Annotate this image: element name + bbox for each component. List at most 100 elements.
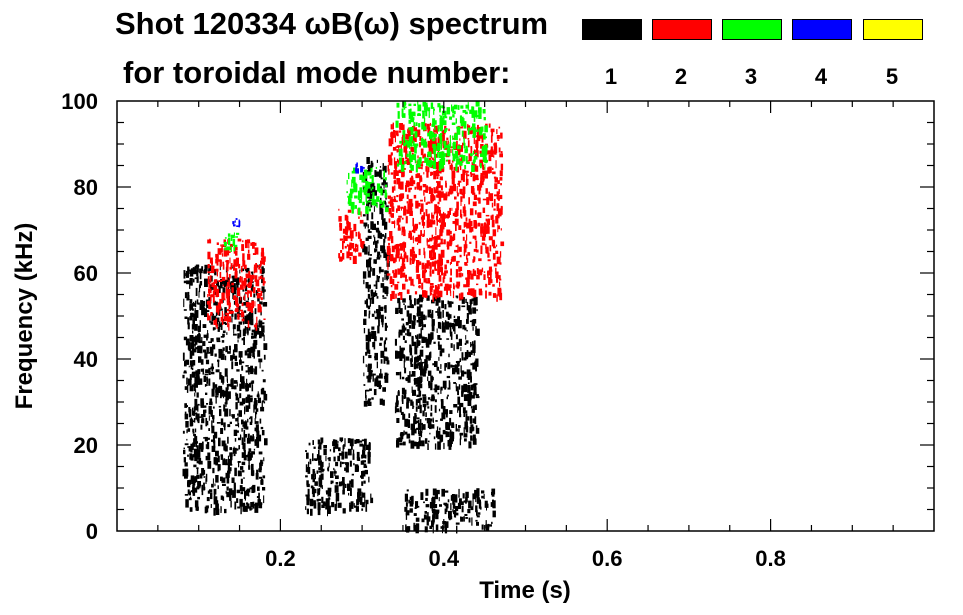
spectrum-mark	[472, 418, 476, 424]
spectrum-mark	[398, 130, 402, 133]
spectrum-mark	[312, 477, 315, 483]
spectrum-mark	[246, 279, 248, 283]
spectrum-mark	[254, 247, 259, 255]
spectrum-mark	[412, 341, 416, 347]
spectrum-mark	[396, 158, 399, 163]
spectrum-mark	[394, 161, 398, 169]
spectrum-mark	[258, 268, 261, 270]
spectrum-mark	[233, 259, 236, 266]
spectrum-mark	[211, 312, 214, 321]
spectrum-mark	[413, 125, 416, 132]
spectrum-mark	[485, 218, 487, 222]
spectrum-mark	[420, 311, 424, 319]
spectrum-mark	[233, 385, 237, 390]
spectrum-mark	[442, 412, 446, 420]
spectrum-mark	[314, 481, 318, 486]
spectrum-mark	[464, 240, 467, 249]
spectrum-mark	[371, 175, 374, 184]
spectrum-mark	[445, 191, 447, 200]
spectrum-mark	[233, 264, 236, 271]
spectrum-mark	[376, 296, 379, 299]
spectrum-mark	[239, 269, 241, 274]
spectrum-mark	[205, 392, 208, 395]
spectrum-mark	[485, 524, 489, 529]
spectrum-mark	[233, 232, 235, 237]
spectrum-mark	[368, 349, 371, 355]
spectrum-mark	[499, 251, 502, 258]
spectrum-mark	[187, 317, 190, 325]
spectrum-mark	[451, 176, 455, 185]
spectrum-mark	[449, 116, 452, 120]
spectrum-mark	[384, 322, 387, 331]
spectrum-mark	[492, 510, 496, 518]
spectrum-mark	[237, 313, 240, 320]
y-tick-label: 20	[74, 433, 98, 458]
spectrum-mark	[231, 316, 233, 323]
spectrum-mark	[384, 177, 387, 181]
spectrum-mark	[415, 406, 418, 412]
spectrum-mark	[215, 305, 220, 313]
spectrum-mark	[253, 352, 255, 357]
spectrum-mark	[397, 160, 401, 165]
spectrum-mark	[472, 307, 477, 314]
spectrum-mark	[199, 444, 201, 452]
spectrum-mark	[222, 330, 226, 333]
spectrum-mark	[198, 284, 201, 293]
spectrum-mark	[438, 193, 442, 202]
spectrum-mark	[472, 123, 476, 131]
spectrum-mark	[403, 360, 405, 368]
spectrum-mark	[432, 161, 436, 169]
spectrum-mark	[321, 496, 324, 504]
spectrum-mark	[222, 284, 224, 287]
spectrum-mark	[244, 493, 246, 501]
spectrum-mark	[236, 369, 240, 372]
spectrum-mark	[432, 262, 435, 265]
spectrum-mark	[433, 341, 436, 344]
spectrum-mark	[197, 334, 201, 343]
axis-ticks	[117, 101, 934, 531]
spectrum-mark	[183, 336, 188, 341]
spectrum-mark	[401, 272, 406, 277]
spectrum-mark	[462, 142, 465, 146]
spectrum-mark	[456, 201, 459, 211]
spectrum-mark	[206, 347, 209, 354]
spectrum-mark	[395, 307, 399, 314]
spectrum-mark	[261, 297, 263, 301]
spectrum-mark	[350, 479, 354, 488]
spectrum-mark	[247, 454, 250, 459]
spectrum-mark	[401, 193, 405, 199]
spectrum-mark	[194, 265, 197, 269]
spectrum-mark	[468, 441, 472, 449]
spectrum-mark	[366, 349, 370, 354]
spectrum-mark	[439, 218, 441, 223]
spectrum-mark	[438, 190, 441, 197]
spectrum-mark	[499, 292, 503, 301]
spectrum-mark	[393, 157, 396, 165]
spectrum-mark	[423, 172, 425, 175]
spectrum-mark	[375, 240, 378, 249]
spectrum-mark	[462, 493, 465, 499]
spectrum-mark	[416, 312, 420, 317]
spectrum-mark	[192, 419, 194, 426]
spectrum-mark	[459, 297, 462, 301]
spectrum-mark	[413, 254, 417, 258]
spectrum-mark	[250, 416, 253, 423]
spectrum-mark	[198, 356, 202, 363]
spectrum-mark	[249, 274, 253, 283]
spectrum-mark	[431, 157, 434, 160]
spectrum-mark	[447, 362, 451, 370]
spectrum-mark	[244, 505, 248, 512]
spectrum-mark	[243, 295, 246, 301]
spectrum-mark	[496, 135, 500, 139]
spectrum-mark	[381, 212, 383, 220]
spectrum-mark	[348, 193, 353, 199]
spectrum-mark	[217, 464, 221, 471]
spectrum-mark	[184, 316, 188, 319]
spectrum-mark	[459, 115, 462, 124]
spectrum-mark	[374, 236, 376, 243]
spectrum-mark	[472, 341, 474, 345]
spectrum-mark	[318, 491, 321, 494]
spectrum-mark	[320, 442, 323, 445]
spectrum-mark	[213, 327, 216, 330]
spectrum-mark	[224, 408, 229, 417]
